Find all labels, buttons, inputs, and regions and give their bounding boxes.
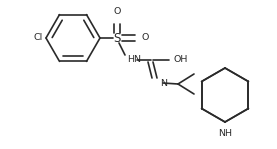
Text: NH: NH — [218, 129, 232, 138]
Text: O: O — [113, 7, 121, 16]
Text: Cl: Cl — [34, 34, 43, 42]
Text: O: O — [142, 34, 149, 42]
Text: N: N — [160, 79, 167, 87]
Text: OH: OH — [173, 55, 187, 65]
Text: HN: HN — [127, 55, 141, 65]
Text: S: S — [113, 31, 121, 45]
